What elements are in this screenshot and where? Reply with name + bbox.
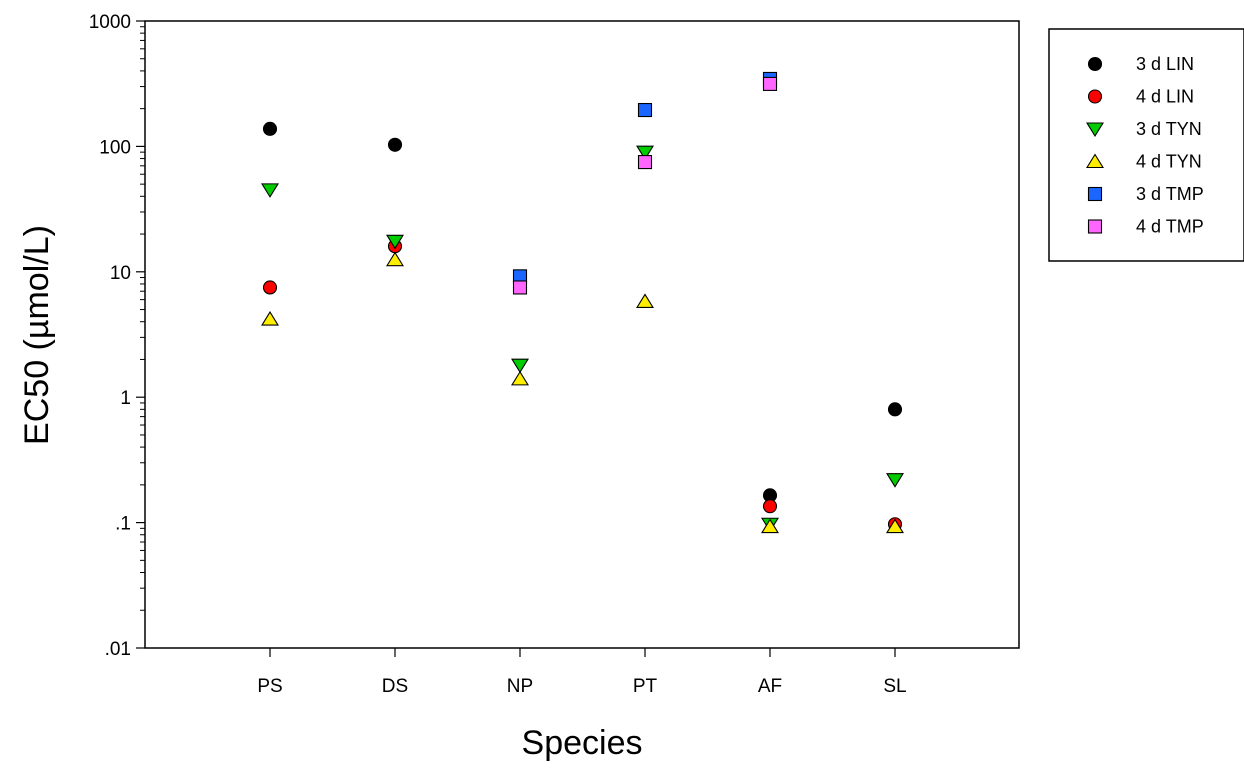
data-point <box>637 155 653 170</box>
data-point <box>262 280 278 295</box>
y-axis: 1000 100 10 1 .1 .01 <box>89 12 145 660</box>
data-point <box>386 234 404 250</box>
data-point <box>887 402 903 417</box>
x-tick-label: AF <box>758 676 782 697</box>
y-tick-label: .01 <box>105 639 131 660</box>
y-tick-label: 10 <box>110 263 131 284</box>
data-point <box>512 280 528 295</box>
data-point <box>762 499 778 514</box>
series-4 <box>512 71 778 284</box>
series-1 <box>262 239 903 532</box>
legend-marker <box>1087 186 1103 202</box>
y-tick-label: 100 <box>99 137 131 158</box>
x-tick-label: PS <box>257 676 282 697</box>
data-point <box>762 76 778 91</box>
data-point <box>761 518 779 534</box>
plot-frame <box>144 20 1020 649</box>
legend-label: 4 d TMP <box>1136 217 1204 237</box>
data-point <box>261 183 279 198</box>
data-point <box>511 358 529 374</box>
y-tick-label: 1 <box>120 388 131 409</box>
data-point <box>636 293 654 309</box>
legend-label: 4 d TYN <box>1136 152 1202 172</box>
legend-marker <box>1087 219 1103 234</box>
data-point <box>387 137 403 152</box>
legend-marker <box>1087 89 1103 104</box>
data-point <box>511 370 529 386</box>
data-points <box>261 71 904 534</box>
legend-label: 3 d LIN <box>1136 54 1194 74</box>
legend-label: 3 d TMP <box>1136 184 1204 204</box>
data-point <box>637 102 653 118</box>
data-point <box>886 473 904 488</box>
legend-marker <box>1086 153 1104 169</box>
series-5 <box>512 76 778 295</box>
x-tick-label: DS <box>382 676 408 697</box>
x-tick-label: NP <box>507 676 533 697</box>
data-point <box>262 121 278 136</box>
legend-frame <box>1048 28 1244 262</box>
y-tick-label: .1 <box>115 514 131 535</box>
y-tick-label: 1000 <box>89 12 131 33</box>
legend-marker <box>1086 122 1104 138</box>
legend: 3 d LIN 4 d LIN 3 d TYN 4 d TYN 3 d TMP 4 d T… <box>1048 28 1244 262</box>
series-2 <box>261 145 904 533</box>
legend-label: 3 d TYN <box>1136 119 1202 139</box>
data-point <box>886 518 904 534</box>
legend-marker <box>1087 56 1103 72</box>
data-point <box>636 145 654 161</box>
x-tick-label: SL <box>883 676 906 697</box>
x-tick-label: PT <box>633 676 658 697</box>
series-0 <box>262 121 903 503</box>
data-point <box>386 251 404 267</box>
y-axis-title: EC50 (µmol/L) <box>18 225 56 445</box>
x-axis-title: Species <box>522 724 643 762</box>
x-axis: PS DS NP PT AF SL <box>257 648 907 697</box>
series-3 <box>261 251 904 534</box>
legend-label: 4 d LIN <box>1136 87 1194 107</box>
data-point <box>261 310 279 326</box>
